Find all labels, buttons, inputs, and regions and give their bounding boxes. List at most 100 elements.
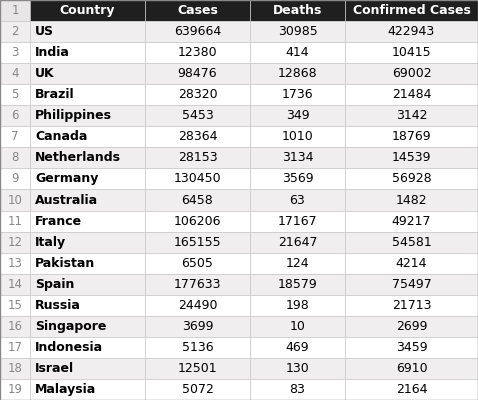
Text: 18769: 18769 xyxy=(391,130,431,143)
Bar xyxy=(30,42,145,63)
Text: Germany: Germany xyxy=(35,172,98,186)
Text: 3134: 3134 xyxy=(282,151,313,164)
Text: 98476: 98476 xyxy=(178,67,217,80)
Bar xyxy=(345,295,478,316)
Bar xyxy=(145,21,250,42)
Bar xyxy=(30,232,145,253)
Text: Singapore: Singapore xyxy=(35,320,107,333)
Text: Cases: Cases xyxy=(177,4,218,17)
Bar xyxy=(145,295,250,316)
Bar xyxy=(345,21,478,42)
Text: 49217: 49217 xyxy=(392,214,431,228)
Bar xyxy=(250,316,345,337)
Bar xyxy=(0,168,30,190)
Bar xyxy=(30,337,145,358)
Bar xyxy=(0,63,30,84)
Bar xyxy=(30,147,145,168)
Text: 13: 13 xyxy=(8,257,22,270)
Text: 3142: 3142 xyxy=(396,109,427,122)
Text: 6: 6 xyxy=(11,109,19,122)
Text: 2164: 2164 xyxy=(396,383,427,396)
Bar xyxy=(250,358,345,379)
Text: 28320: 28320 xyxy=(178,88,217,101)
Text: 28364: 28364 xyxy=(178,130,217,143)
Bar xyxy=(0,379,30,400)
Bar xyxy=(345,232,478,253)
Text: 3569: 3569 xyxy=(282,172,313,186)
Text: 2699: 2699 xyxy=(396,320,427,333)
Bar xyxy=(30,358,145,379)
Bar xyxy=(0,295,30,316)
Text: 18: 18 xyxy=(8,362,22,375)
Text: US: US xyxy=(35,25,54,38)
Text: 3: 3 xyxy=(11,46,19,59)
Text: 19: 19 xyxy=(8,383,22,396)
Bar xyxy=(250,253,345,274)
Text: 10: 10 xyxy=(8,194,22,206)
Text: 124: 124 xyxy=(286,257,309,270)
Bar xyxy=(0,210,30,232)
Bar xyxy=(250,232,345,253)
Text: 2: 2 xyxy=(11,25,19,38)
Text: Russia: Russia xyxy=(35,299,81,312)
Bar xyxy=(0,147,30,168)
Bar xyxy=(0,0,30,21)
Bar xyxy=(0,190,30,210)
Bar xyxy=(345,126,478,147)
Text: 165155: 165155 xyxy=(174,236,221,249)
Bar xyxy=(345,105,478,126)
Bar xyxy=(145,0,250,21)
Bar xyxy=(250,126,345,147)
Bar xyxy=(345,0,478,21)
Bar xyxy=(145,337,250,358)
Text: 177633: 177633 xyxy=(174,278,221,291)
Text: 9: 9 xyxy=(11,172,19,186)
Text: Pakistan: Pakistan xyxy=(35,257,95,270)
Bar xyxy=(250,84,345,105)
Text: 3459: 3459 xyxy=(396,341,427,354)
Text: 469: 469 xyxy=(286,341,309,354)
Bar xyxy=(0,253,30,274)
Bar xyxy=(250,168,345,190)
Bar xyxy=(0,274,30,295)
Text: 130: 130 xyxy=(286,362,309,375)
Text: Deaths: Deaths xyxy=(273,4,322,17)
Bar xyxy=(30,210,145,232)
Text: 54581: 54581 xyxy=(391,236,431,249)
Bar xyxy=(30,84,145,105)
Text: India: India xyxy=(35,46,70,59)
Bar xyxy=(30,274,145,295)
Text: 4214: 4214 xyxy=(396,257,427,270)
Bar xyxy=(345,358,478,379)
Text: 422943: 422943 xyxy=(388,25,435,38)
Bar xyxy=(145,232,250,253)
Bar xyxy=(0,42,30,63)
Bar xyxy=(30,21,145,42)
Text: 1: 1 xyxy=(11,4,19,17)
Text: France: France xyxy=(35,214,82,228)
Text: 5072: 5072 xyxy=(182,383,214,396)
Bar xyxy=(345,42,478,63)
Text: 6910: 6910 xyxy=(396,362,427,375)
Text: 18579: 18579 xyxy=(278,278,317,291)
Text: 5136: 5136 xyxy=(182,341,213,354)
Bar xyxy=(145,126,250,147)
Bar xyxy=(250,42,345,63)
Bar xyxy=(250,105,345,126)
Text: 30985: 30985 xyxy=(278,25,317,38)
Text: Israel: Israel xyxy=(35,362,74,375)
Text: 5453: 5453 xyxy=(182,109,213,122)
Bar xyxy=(145,274,250,295)
Text: Spain: Spain xyxy=(35,278,75,291)
Text: 6458: 6458 xyxy=(182,194,213,206)
Text: 8: 8 xyxy=(11,151,19,164)
Bar xyxy=(0,316,30,337)
Bar xyxy=(345,337,478,358)
Bar xyxy=(30,126,145,147)
Bar xyxy=(250,147,345,168)
Bar xyxy=(345,316,478,337)
Bar xyxy=(250,63,345,84)
Text: 6505: 6505 xyxy=(182,257,214,270)
Text: 1736: 1736 xyxy=(282,88,313,101)
Bar xyxy=(30,253,145,274)
